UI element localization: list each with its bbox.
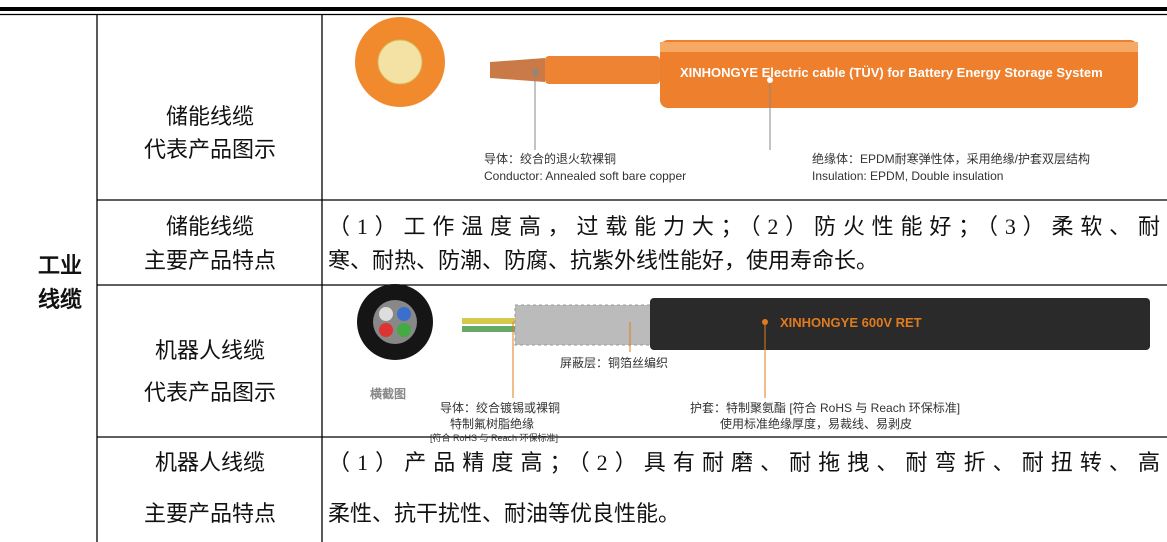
image-text: 横截图 [370,386,406,401]
product-image [355,17,1138,150]
image-text: Insulation: EPDM, Double insulation [812,169,1003,183]
feature-text: 寒、耐热、防潮、防腐、抗紫外线性能好，使用寿命长。 [328,248,878,273]
image-text: 导体：绞合的退火软裸铜 [484,151,616,166]
product-image [357,284,1150,398]
row-label: 代表产品图示 [144,380,276,405]
image-text: XINHONGYE Electric cable (TÜV) for Batte… [680,65,1103,80]
row-label: 储能线缆 [166,214,254,239]
row-label: 代表产品图示 [144,137,276,162]
row-label: 主要产品特点 [144,248,276,273]
image-text: Conductor: Annealed soft bare copper [484,169,686,183]
image-text: 导体：绞合镀锡或裸铜 [440,400,560,415]
row-label: 机器人线缆 [155,338,265,363]
top-rule [0,7,1167,11]
image-text: 护套：特制聚氨酯 [符合 RoHS 与 Reach 环保标准] [690,400,960,415]
feature-text: 柔性、抗干扰性、耐油等优良性能。 [328,501,680,526]
image-text: [符合 RoHS 与 Reach 环保标准] [430,432,558,443]
image-text: 特制氟树脂绝缘 [450,416,534,431]
row-label: 储能线缆 [166,104,254,129]
row-label: 主要产品特点 [144,501,276,526]
feature-text: （1）产品精度高；（2）具有耐磨、耐拖拽、耐弯折、耐扭转、高 [328,450,1160,475]
category: 工业 [38,253,82,278]
image-text: 绝缘体：EPDM耐寒弹性体，采用绝缘/护套双层结构 [812,151,1090,166]
image-text: 屏蔽层：铜箔丝编织 [560,355,668,370]
image-text: 使用标准绝缘厚度，易裁线、易剥皮 [720,416,912,431]
feature-text: （1）工作温度高，过载能力大；（2）防火性能好；（3）柔软、耐 [328,214,1160,239]
row-label: 机器人线缆 [155,450,265,475]
category: 线缆 [38,287,82,312]
image-text: XINHONGYE 600V RET [780,315,922,330]
